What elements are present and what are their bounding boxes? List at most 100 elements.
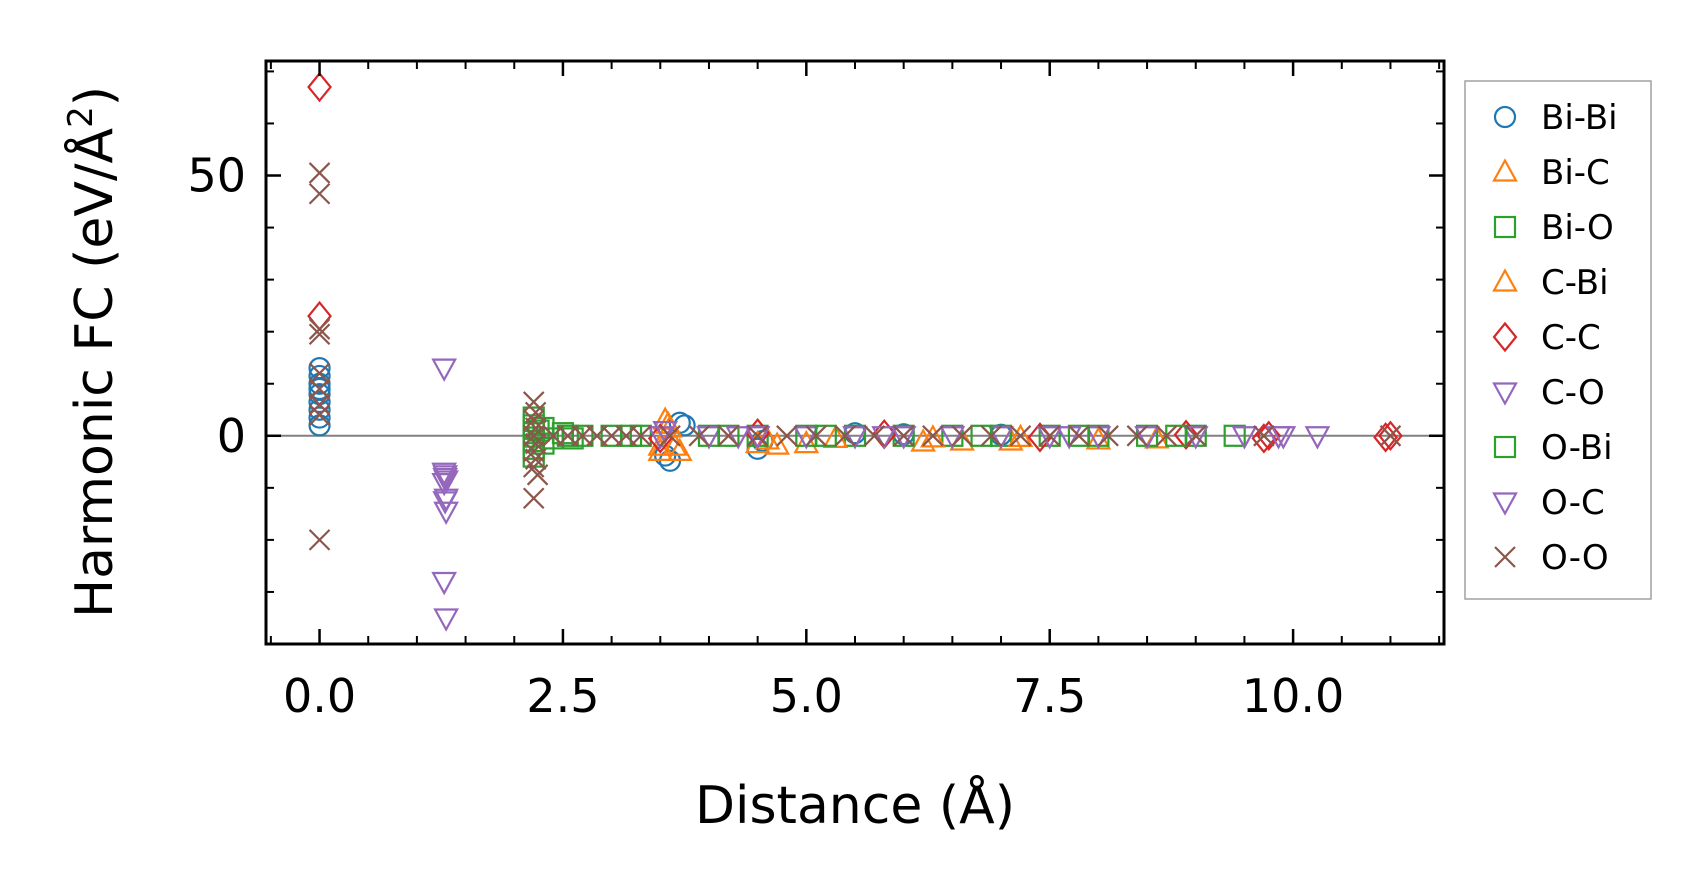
legend-marker <box>1492 321 1518 353</box>
data-point-o-o <box>1184 425 1207 447</box>
data-point-o-o <box>308 318 331 340</box>
data-point-o-o <box>717 425 740 447</box>
legend-item-o-bi: O-Bi <box>1493 428 1613 468</box>
data-point-c-o <box>431 571 458 596</box>
legend-marker <box>1494 546 1516 568</box>
legend-label: O-O <box>1541 538 1609 578</box>
x-tick-label: 10.0 <box>1242 669 1344 723</box>
y-axis-label-close: ) <box>65 86 125 106</box>
data-point-c-bi <box>666 437 693 462</box>
data-point-o-bi <box>717 424 740 447</box>
data-point-c-o <box>1182 426 1209 450</box>
data-point-o-o <box>776 425 798 447</box>
data-point-o-o <box>892 425 915 447</box>
data-point-c-o <box>433 608 459 632</box>
legend-label: C-Bi <box>1541 263 1609 303</box>
y-axis-label: Harmonic FC (eV/Å2) <box>61 86 125 618</box>
x-axis-label: Distance (Å) <box>695 774 1015 836</box>
data-point-bi-bi <box>308 390 331 414</box>
data-point-o-o <box>524 432 547 455</box>
legend-marker <box>1493 105 1517 129</box>
x-tick-label: 5.0 <box>770 669 843 723</box>
data-point-o-bi <box>1067 424 1091 447</box>
y-axis-label-superscript: 2 <box>61 106 101 128</box>
data-point-c-o <box>1304 426 1331 450</box>
data-point-c-bi <box>1007 423 1034 447</box>
series-c-o <box>431 358 1331 632</box>
data-point-c-bi <box>822 424 849 448</box>
data-point-o-o <box>746 425 769 447</box>
data-point-c-o <box>1231 426 1258 450</box>
data-point-o-o <box>980 425 1003 447</box>
data-point-o-o <box>834 425 857 447</box>
data-point-o-o <box>922 425 944 447</box>
legend-item-c-c: C-C <box>1492 318 1601 358</box>
data-point-o-o <box>308 362 331 385</box>
data-point-o-o <box>522 456 545 478</box>
y-tick-label: 0 <box>217 409 246 463</box>
data-point-c-c <box>1173 419 1199 450</box>
data-point-o-o <box>951 425 973 447</box>
legend-item-c-o: C-O <box>1492 373 1605 413</box>
legend-label: Bi-Bi <box>1541 98 1618 138</box>
data-point-o-o <box>308 529 331 551</box>
data-point-o-o <box>1126 425 1149 447</box>
legend-item-o-c: O-C <box>1492 483 1605 523</box>
x-tick-label: 0.0 <box>283 669 356 723</box>
data-point-o-o <box>1097 425 1119 447</box>
legend-marker <box>1493 215 1517 239</box>
data-point-o-o <box>1038 425 1061 447</box>
axis-ticks <box>266 61 1444 644</box>
legend-label: C-C <box>1541 318 1601 358</box>
data-point-o-o <box>659 425 681 447</box>
data-point-o-c <box>1270 426 1297 450</box>
data-point-bi-bi <box>308 406 331 429</box>
data-point-o-c <box>433 488 459 513</box>
legend-label: Bi-C <box>1541 153 1610 193</box>
legend-marker <box>1492 492 1518 516</box>
y-tick-label: 50 <box>187 149 246 203</box>
data-point-c-o <box>433 501 459 526</box>
data-point-o-o <box>308 162 331 184</box>
data-point-c-c <box>1378 420 1403 452</box>
legend-item-o-o: O-O <box>1494 538 1609 578</box>
legend-item-c-bi: C-Bi <box>1492 263 1609 303</box>
data-point-bi-bi <box>308 364 331 388</box>
data-point-o-o <box>524 417 547 439</box>
data-point-bi-c <box>793 429 820 454</box>
series-o-o <box>308 162 1402 551</box>
data-point-o-o <box>522 409 545 431</box>
data-point-c-o <box>431 473 458 497</box>
legend-label: O-C <box>1541 483 1605 523</box>
legend: Bi-Bi Bi-C Bi-O C-Bi C-C C-O O-Bi O-C O-O <box>1464 80 1652 600</box>
legend-marker <box>1493 435 1517 459</box>
legend-item-bi-c: Bi-C <box>1492 153 1610 193</box>
data-point-o-o <box>308 323 331 346</box>
data-point-c-o <box>890 426 917 450</box>
data-point-bi-o <box>556 424 579 447</box>
data-point-c-o <box>1036 426 1063 450</box>
data-point-o-o <box>308 404 331 426</box>
data-point-o-o <box>308 378 331 400</box>
x-tick-label: 2.5 <box>526 669 599 723</box>
data-point-o-o <box>805 425 827 447</box>
data-point-bi-bi <box>308 398 331 421</box>
series-o-c <box>432 420 1297 513</box>
data-point-o-o <box>308 393 331 416</box>
data-points <box>307 71 1403 632</box>
data-point-o-o <box>526 464 549 486</box>
data-point-o-o <box>1068 425 1090 447</box>
legend-item-bi-bi: Bi-Bi <box>1493 98 1618 138</box>
legend-marker <box>1492 268 1518 292</box>
x-tick-label: 7.5 <box>1013 669 1086 723</box>
data-point-o-o <box>522 425 545 447</box>
data-point-c-o <box>744 426 771 450</box>
legend-marker <box>1492 158 1518 182</box>
legend-item-bi-o: Bi-O <box>1493 208 1614 248</box>
data-point-o-o <box>524 401 547 424</box>
plot-frame <box>264 59 1446 646</box>
data-point-o-o <box>1253 425 1275 447</box>
data-point-o-o <box>863 425 886 447</box>
data-point-o-o <box>630 425 652 447</box>
data-point-o-o <box>308 182 331 205</box>
